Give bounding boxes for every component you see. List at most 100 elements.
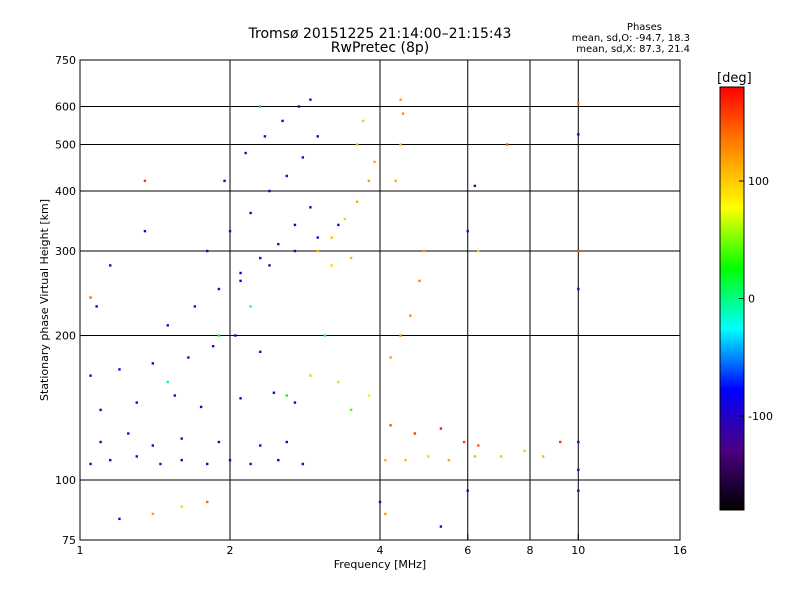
scatter-point xyxy=(384,512,387,516)
scatter-point xyxy=(337,380,340,384)
scatter-point xyxy=(389,424,392,427)
scatter-point xyxy=(447,458,451,462)
colorbar-tick-label: -100 xyxy=(748,410,773,423)
scatter-point xyxy=(239,271,242,275)
scatter-point xyxy=(151,362,155,365)
scatter-point xyxy=(285,174,288,178)
y-tick-label: 750 xyxy=(55,54,76,67)
scatter-point xyxy=(337,223,340,227)
scatter-point xyxy=(399,143,402,146)
scatter-point xyxy=(367,394,371,397)
scatter-point xyxy=(95,305,98,308)
scatter-point xyxy=(268,189,271,193)
grid-lines xyxy=(80,60,680,540)
scatter-point xyxy=(309,206,312,209)
scatter-point xyxy=(293,401,297,404)
y-tick-label: 75 xyxy=(62,534,76,547)
scatter-point xyxy=(523,449,526,453)
scatter-point xyxy=(343,217,347,221)
y-axis-label: Stationary phase Virtual Height [km] xyxy=(38,199,51,401)
scatter-point xyxy=(205,500,209,504)
colorbar-gradient xyxy=(719,86,745,511)
scatter-point xyxy=(462,440,466,444)
scatter-point xyxy=(349,256,353,260)
scatter-point xyxy=(418,279,421,283)
scatter-point xyxy=(285,394,288,397)
scatter-point xyxy=(259,105,262,108)
scatter-point xyxy=(477,444,480,447)
scatter-point xyxy=(135,401,138,404)
scatter-point xyxy=(217,440,221,444)
scatter-point xyxy=(378,500,382,504)
scatter-point xyxy=(272,391,276,394)
scatter-point xyxy=(367,179,371,183)
scatter-point xyxy=(151,512,155,516)
scatter-point xyxy=(99,408,102,412)
scatter-point xyxy=(384,458,387,462)
scatter-point xyxy=(151,444,155,447)
scatter-point xyxy=(193,305,197,308)
scatter-point xyxy=(239,279,242,283)
scatter-point xyxy=(109,458,112,462)
scatter-point xyxy=(281,119,284,123)
scatter-point xyxy=(330,264,333,267)
scatter-point xyxy=(205,462,209,466)
scatter-point xyxy=(477,249,480,253)
scatter-point xyxy=(166,324,169,327)
x-tick-label: 10 xyxy=(571,544,585,557)
scatter-point xyxy=(499,455,503,458)
scatter-point xyxy=(234,334,237,337)
scatter-point xyxy=(249,305,252,308)
scatter-point xyxy=(180,505,183,508)
scatter-point xyxy=(297,105,301,108)
scatter-point xyxy=(249,211,252,215)
scatter-point xyxy=(259,350,262,353)
scatter-point xyxy=(422,249,426,253)
scatter-point xyxy=(316,249,319,253)
scatter-point xyxy=(301,462,305,466)
scatter-point xyxy=(180,437,183,440)
scatter-point xyxy=(217,287,221,291)
scatter-point xyxy=(293,249,297,253)
chart-title: Tromsø 20151225 21:14:00–21:15:43 xyxy=(248,26,512,42)
scatter-point xyxy=(323,334,327,337)
scatter-point xyxy=(166,380,169,384)
y-tick-label: 200 xyxy=(55,330,76,343)
scatter-point xyxy=(118,368,121,371)
scatter-point xyxy=(277,458,280,462)
scatter-point xyxy=(301,156,305,159)
scatter-point xyxy=(473,455,477,458)
scatter-point xyxy=(244,151,247,155)
scatter-point xyxy=(249,462,252,466)
scatter-point xyxy=(361,119,365,123)
scatter-point xyxy=(439,525,443,528)
scatter-point xyxy=(228,229,232,233)
phases-label: Phases xyxy=(626,22,662,33)
scatter-point xyxy=(330,236,333,239)
scatter-point xyxy=(187,356,190,359)
scatter-point xyxy=(293,223,297,227)
y-tick-label: 400 xyxy=(55,185,76,198)
scatter-point xyxy=(349,408,353,412)
scatter-point xyxy=(505,143,509,146)
scatter-point xyxy=(180,458,183,462)
scatter-point xyxy=(309,374,312,377)
scatter-point xyxy=(159,462,162,466)
scatter-points xyxy=(89,98,580,528)
y-tick-label: 100 xyxy=(55,474,76,487)
scatter-point xyxy=(413,432,417,435)
scatter-point xyxy=(99,440,102,444)
x-tick-label: 2 xyxy=(227,544,234,557)
colorbar: [deg] 100 0 -100 xyxy=(717,71,773,511)
scatter-point xyxy=(401,112,405,115)
colorbar-tick-label: 100 xyxy=(748,175,769,188)
scatter-point xyxy=(211,345,215,348)
scatter-point xyxy=(217,334,221,337)
scatter-point xyxy=(559,440,562,444)
scatter-point xyxy=(285,440,288,444)
scatter-point xyxy=(173,394,177,397)
x-tick-label: 6 xyxy=(464,544,471,557)
scatter-point xyxy=(466,229,469,233)
scatter-point xyxy=(439,427,443,430)
colorbar-label: [deg] xyxy=(717,71,752,86)
